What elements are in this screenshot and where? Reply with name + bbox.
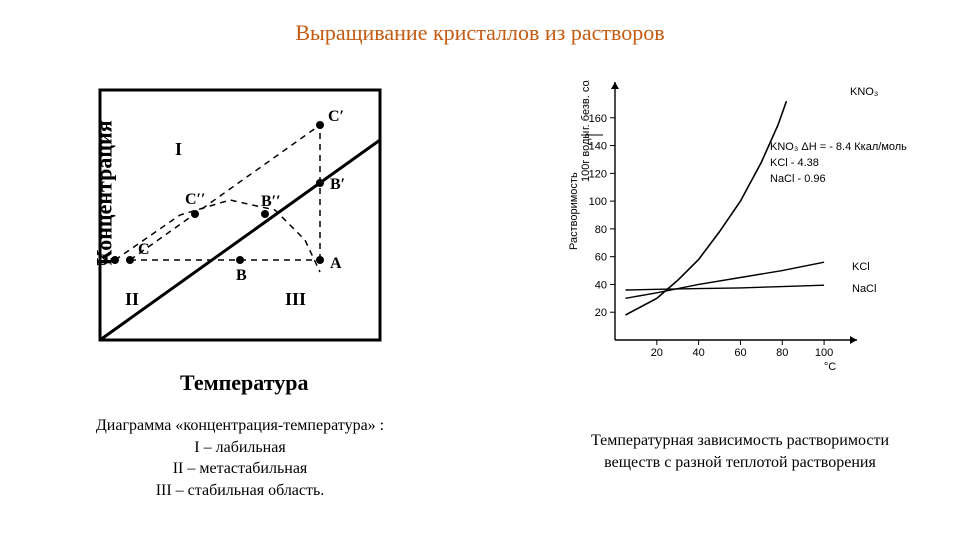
svg-text:KNO₃ ΔH = - 8.4 Ккал/моль: KNO₃ ΔH = - 8.4 Ккал/моль xyxy=(770,141,907,153)
svg-text:I: I xyxy=(175,139,182,159)
svg-text:40: 40 xyxy=(595,279,607,291)
phase-diagram-panel: Концентрация DCBAC′′B′′B′C′IIIIII Темпер… xyxy=(60,80,460,360)
phase-diagram-caption: Диаграмма «концентрация-температура» : I… xyxy=(40,415,440,501)
svg-text:г. безв. соли: г. безв. соли xyxy=(580,80,592,130)
svg-text:60: 60 xyxy=(734,347,746,359)
svg-text:100: 100 xyxy=(589,196,607,208)
svg-text:KCl: KCl xyxy=(852,261,870,273)
slide-title: Выращивание кристаллов из растворов xyxy=(0,20,960,46)
svg-text:°C: °C xyxy=(824,361,836,373)
svg-text:A: A xyxy=(330,255,342,272)
svg-text:KCl - 4.38: KCl - 4.38 xyxy=(770,157,819,169)
svg-text:C′′: C′′ xyxy=(185,191,206,208)
svg-text:60: 60 xyxy=(595,252,607,264)
svg-text:80: 80 xyxy=(776,347,788,359)
svg-text:100: 100 xyxy=(815,347,833,359)
svg-text:20: 20 xyxy=(651,347,663,359)
svg-text:80: 80 xyxy=(595,224,607,236)
svg-text:II: II xyxy=(125,289,139,309)
solubility-chart-svg: 2040608010020406080100120140160°CРаствор… xyxy=(560,80,930,380)
svg-text:100г воды: 100г воды xyxy=(580,131,592,182)
phase-y-axis-label: Концентрация xyxy=(92,120,118,265)
phase-x-axis-label: Температура xyxy=(180,370,308,396)
svg-text:B′: B′ xyxy=(330,176,345,193)
svg-text:20: 20 xyxy=(595,307,607,319)
svg-text:C: C xyxy=(138,241,150,258)
svg-text:KNO₃: KNO₃ xyxy=(850,86,878,98)
solubility-chart-panel: 2040608010020406080100120140160°CРаствор… xyxy=(560,80,930,380)
svg-text:B′′: B′′ xyxy=(261,193,281,210)
svg-text:NaCl: NaCl xyxy=(852,283,876,295)
svg-text:Растворимость: Растворимость xyxy=(568,172,580,250)
svg-text:B: B xyxy=(236,267,247,284)
slide-root: Выращивание кристаллов из растворов Конц… xyxy=(0,0,960,540)
svg-text:III: III xyxy=(285,289,306,309)
svg-text:NaCl - 0.96: NaCl - 0.96 xyxy=(770,173,826,185)
svg-text:40: 40 xyxy=(693,347,705,359)
svg-text:C′: C′ xyxy=(328,108,344,125)
solubility-chart-caption: Температурная зависимость растворимости … xyxy=(540,430,940,473)
